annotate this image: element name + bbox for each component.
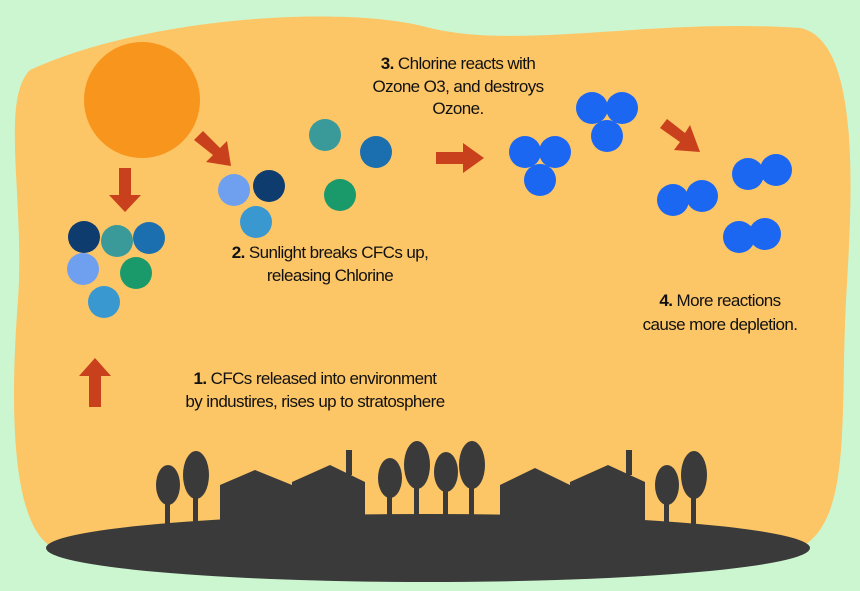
- step-text: 3. Chlorine reacts with: [381, 54, 536, 73]
- step-line: by industires, rises up to stratosphere: [185, 392, 444, 411]
- step-line: Ozone O3, and destroys: [372, 77, 543, 96]
- diagram: 1. CFCs released into environment by ind…: [0, 0, 860, 591]
- step-line: More reactions: [677, 291, 781, 310]
- step-text: 2. Sunlight breaks CFCs up,: [232, 243, 428, 262]
- step-line: Ozone.: [432, 99, 483, 118]
- step-text: 1. CFCs released into environment: [194, 369, 438, 388]
- step-text: 4. More reactions: [659, 291, 780, 310]
- step-number: 3.: [381, 54, 394, 73]
- step-line: Sunlight breaks CFCs up,: [249, 243, 428, 262]
- step-line: cause more depletion.: [643, 315, 798, 334]
- step-number: 1.: [194, 369, 207, 388]
- step-line: releasing Chlorine: [267, 266, 393, 285]
- step-number: 2.: [232, 243, 245, 262]
- step-line: Chlorine reacts with: [398, 54, 535, 73]
- sun: [84, 42, 200, 158]
- step-line: CFCs released into environment: [211, 369, 438, 388]
- step-number: 4.: [659, 291, 672, 310]
